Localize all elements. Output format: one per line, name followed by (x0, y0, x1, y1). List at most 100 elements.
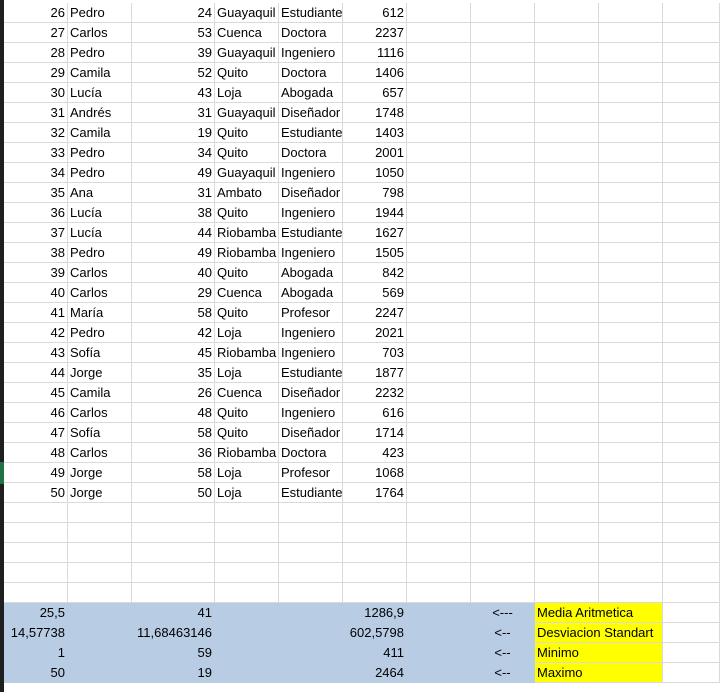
cell-id[interactable]: 48 (4, 443, 68, 463)
empty-cell[interactable] (663, 523, 720, 543)
cell-value[interactable]: 1050 (343, 163, 407, 183)
empty-cell[interactable] (599, 443, 663, 463)
stat-label[interactable]: Media Aritmetica (535, 603, 663, 623)
empty-cell[interactable] (535, 403, 599, 423)
cell-city[interactable]: Guayaquil (215, 103, 279, 123)
cell-city[interactable]: Loja (215, 323, 279, 343)
cell-value[interactable]: 1714 (343, 423, 407, 443)
cell-id[interactable]: 37 (4, 223, 68, 243)
empty-cell[interactable] (535, 283, 599, 303)
empty-cell[interactable] (471, 83, 535, 103)
cell-id[interactable]: 33 (4, 143, 68, 163)
cell-age[interactable]: 58 (132, 463, 215, 483)
cell-id[interactable]: 42 (4, 323, 68, 343)
cell-city[interactable]: Loja (215, 363, 279, 383)
empty-cell[interactable] (471, 243, 535, 263)
empty-cell[interactable] (215, 663, 279, 683)
empty-cell[interactable] (4, 583, 68, 603)
cell-city[interactable]: Guayaquil (215, 163, 279, 183)
empty-cell[interactable] (663, 283, 720, 303)
empty-cell[interactable] (343, 583, 407, 603)
empty-cell[interactable] (535, 63, 599, 83)
cell-id[interactable]: 29 (4, 63, 68, 83)
empty-cell[interactable] (407, 23, 471, 43)
empty-cell[interactable] (68, 623, 132, 643)
empty-cell[interactable] (407, 263, 471, 283)
stat-value-f[interactable]: 411 (343, 643, 407, 663)
empty-cell[interactable] (68, 543, 132, 563)
empty-cell[interactable] (599, 583, 663, 603)
empty-cell[interactable] (599, 163, 663, 183)
empty-cell[interactable] (471, 343, 535, 363)
cell-value[interactable]: 1505 (343, 243, 407, 263)
empty-cell[interactable] (215, 583, 279, 603)
cell-value[interactable]: 1403 (343, 123, 407, 143)
empty-cell[interactable] (663, 163, 720, 183)
cell-job[interactable]: Doctora (279, 63, 343, 83)
cell-age[interactable]: 38 (132, 203, 215, 223)
empty-cell[interactable] (407, 443, 471, 463)
empty-cell[interactable] (535, 463, 599, 483)
empty-cell[interactable] (132, 523, 215, 543)
empty-cell[interactable] (535, 343, 599, 363)
stat-label[interactable]: Desviacion Standart (535, 623, 663, 643)
empty-cell[interactable] (407, 403, 471, 423)
empty-cell[interactable] (535, 483, 599, 503)
empty-cell[interactable] (599, 243, 663, 263)
empty-cell[interactable] (663, 243, 720, 263)
empty-cell[interactable] (535, 203, 599, 223)
empty-cell[interactable] (471, 203, 535, 223)
cell-job[interactable]: Ingeniero (279, 163, 343, 183)
empty-cell[interactable] (599, 523, 663, 543)
empty-cell[interactable] (68, 583, 132, 603)
cell-name[interactable]: Ana (68, 183, 132, 203)
cell-city[interactable]: Quito (215, 63, 279, 83)
empty-cell[interactable] (407, 223, 471, 243)
cell-city[interactable]: Loja (215, 83, 279, 103)
cell-city[interactable]: Quito (215, 263, 279, 283)
stat-arrow[interactable]: <--- (471, 603, 535, 623)
empty-cell[interactable] (599, 343, 663, 363)
empty-cell[interactable] (663, 403, 720, 423)
empty-cell[interactable] (407, 323, 471, 343)
cell-name[interactable]: Lucía (68, 83, 132, 103)
empty-cell[interactable] (535, 103, 599, 123)
empty-cell[interactable] (407, 203, 471, 223)
cell-id[interactable]: 30 (4, 83, 68, 103)
empty-cell[interactable] (663, 603, 720, 623)
cell-city[interactable]: Loja (215, 483, 279, 503)
empty-cell[interactable] (535, 543, 599, 563)
cell-job[interactable]: Diseñador (279, 383, 343, 403)
empty-cell[interactable] (68, 643, 132, 663)
empty-cell[interactable] (599, 423, 663, 443)
empty-cell[interactable] (279, 543, 343, 563)
empty-cell[interactable] (663, 63, 720, 83)
empty-cell[interactable] (407, 603, 471, 623)
empty-cell[interactable] (535, 523, 599, 543)
cell-age[interactable]: 58 (132, 423, 215, 443)
empty-cell[interactable] (663, 23, 720, 43)
empty-cell[interactable] (407, 123, 471, 143)
empty-cell[interactable] (279, 523, 343, 543)
cell-name[interactable]: Andrés (68, 103, 132, 123)
cell-job[interactable]: Estudiante (279, 123, 343, 143)
empty-cell[interactable] (663, 203, 720, 223)
empty-cell[interactable] (215, 543, 279, 563)
cell-job[interactable]: Doctora (279, 23, 343, 43)
empty-cell[interactable] (663, 103, 720, 123)
empty-cell[interactable] (599, 563, 663, 583)
cell-age[interactable]: 39 (132, 43, 215, 63)
empty-cell[interactable] (663, 383, 720, 403)
empty-cell[interactable] (599, 323, 663, 343)
empty-cell[interactable] (407, 83, 471, 103)
cell-city[interactable]: Riobamba (215, 443, 279, 463)
empty-cell[interactable] (599, 543, 663, 563)
cell-job[interactable]: Ingeniero (279, 343, 343, 363)
empty-cell[interactable] (471, 283, 535, 303)
empty-cell[interactable] (407, 43, 471, 63)
stat-value-c[interactable]: 59 (132, 643, 215, 663)
empty-cell[interactable] (599, 383, 663, 403)
cell-job[interactable]: Profesor (279, 303, 343, 323)
empty-cell[interactable] (535, 183, 599, 203)
